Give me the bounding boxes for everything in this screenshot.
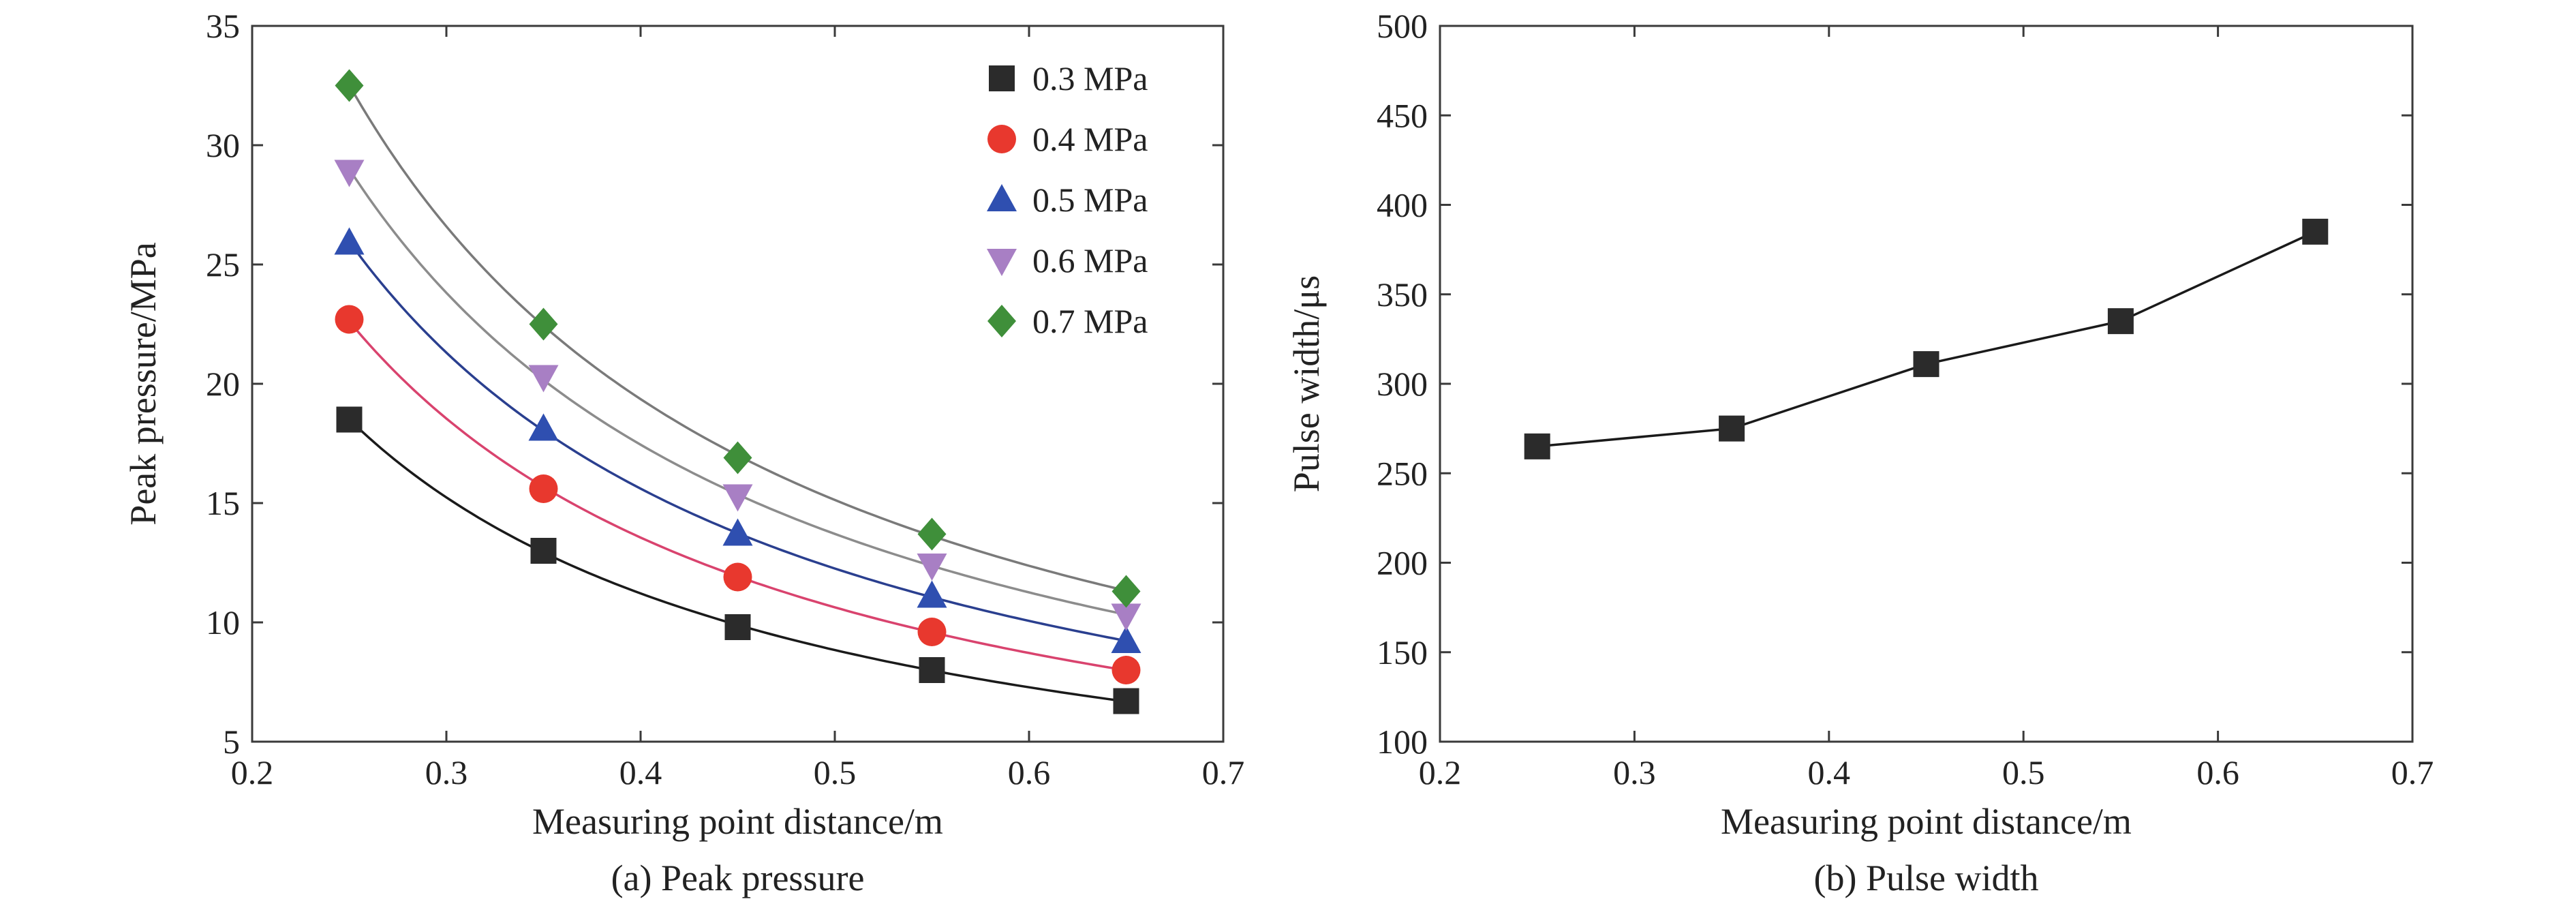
data-point (917, 618, 947, 646)
series-1 (1524, 218, 2329, 459)
data-point (1111, 626, 1141, 653)
chart-caption: (b) Pulse width (1814, 858, 2039, 898)
legend-label: 0.4 MPa (1032, 120, 1148, 158)
y-tick-label: 15 (206, 484, 240, 522)
series-5 (335, 69, 1141, 608)
y-tick-label: 5 (223, 723, 240, 761)
legend: 0.3 MPa 0.4 MPa 0.5 MPa 0.6 MPa 0.7 MPa (987, 59, 1148, 340)
y-tick-label: 20 (206, 365, 240, 403)
data-point (1113, 688, 1139, 714)
peak-pressure-chart: 0.2 0.3 0.4 0.5 0.6 0.7 5 10 15 20 25 30 35 Measuring… (123, 7, 1244, 898)
x-tick-label: 0.5 (2002, 753, 2045, 791)
x-tick-label: 0.4 (619, 753, 662, 791)
y-axis-label: Peak pressure/MPa (123, 242, 164, 525)
x-tick-label: 0.5 (814, 753, 857, 791)
pulse-width-chart: 0.2 0.3 0.4 0.5 0.6 0.7 100 150 200 250 300 350 400 4… (1286, 7, 2434, 898)
x-tick-label: 0.4 (1808, 753, 1851, 791)
legend-marker (987, 305, 1016, 337)
data-point (722, 484, 753, 512)
y-tick-label: 10 (206, 603, 240, 641)
series-3 (334, 227, 1141, 653)
data-point (1111, 603, 1141, 631)
x-tick-label: 0.7 (2391, 753, 2434, 791)
data-point (335, 305, 364, 334)
x-tick-label: 0.2 (1419, 753, 1462, 791)
data-point (917, 517, 947, 551)
y-tick-label: 35 (206, 7, 240, 45)
x-axis-label: Measuring point distance/m (532, 801, 943, 842)
y-tick-label: 400 (1377, 186, 1428, 224)
y-tick-label: 30 (206, 126, 240, 164)
data-point (1111, 656, 1141, 684)
legend-marker (987, 184, 1017, 211)
data-point (530, 538, 557, 564)
x-tick-label: 0.6 (2196, 753, 2239, 791)
data-point (723, 441, 752, 474)
x-tick-label: 0.3 (1613, 753, 1656, 791)
legend-marker (987, 125, 1016, 153)
series-1 (336, 406, 1139, 714)
y-tick-label: 250 (1377, 454, 1428, 492)
data-point (919, 657, 945, 683)
legend-label: 0.3 MPa (1032, 59, 1148, 97)
data-point (1111, 575, 1141, 608)
data-point (1524, 433, 1550, 459)
x-tick-label: 0.2 (231, 753, 274, 791)
data-point (724, 614, 751, 640)
legend-label: 0.6 MPa (1032, 241, 1148, 279)
data-point (1913, 351, 1939, 378)
data-point (336, 406, 363, 433)
data-point (917, 580, 947, 608)
y-tick-label: 450 (1377, 96, 1428, 134)
legend-label: 0.5 MPa (1032, 181, 1148, 219)
data-point (1719, 415, 1745, 442)
data-point (528, 365, 559, 393)
y-tick-label: 150 (1377, 633, 1428, 671)
y-tick-label: 350 (1377, 275, 1428, 314)
y-tick-label: 200 (1377, 544, 1428, 582)
data-point (2302, 218, 2329, 245)
y-axis-label: Pulse width/μs (1286, 275, 1327, 493)
x-tick-label: 0.3 (425, 753, 468, 791)
legend-marker (989, 65, 1015, 91)
x-tick-label: 0.6 (1008, 753, 1051, 791)
y-tick-label: 300 (1377, 365, 1428, 403)
data-point (917, 554, 947, 581)
data-point (529, 474, 558, 503)
series-4 (334, 160, 1141, 631)
data-point (723, 562, 752, 592)
x-tick-label: 0.7 (1202, 753, 1245, 791)
data-point (334, 160, 365, 187)
x-axis-label: Measuring point distance/m (1721, 801, 2132, 842)
data-point (334, 227, 365, 255)
data-point (722, 518, 753, 546)
legend-marker (987, 249, 1017, 276)
chart-caption: (a) Peak pressure (611, 858, 865, 898)
data-point (335, 69, 364, 102)
data-point (529, 307, 558, 341)
data-point (528, 413, 559, 441)
legend-label: 0.7 MPa (1032, 302, 1148, 340)
y-tick-label: 500 (1377, 7, 1428, 45)
series-2 (335, 305, 1141, 684)
data-point (2107, 308, 2134, 335)
y-tick-label: 100 (1377, 723, 1428, 761)
y-tick-label: 25 (206, 245, 240, 284)
